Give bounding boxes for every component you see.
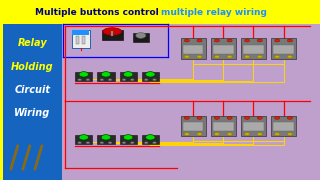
Text: multiple relay wiring: multiple relay wiring [161, 8, 267, 17]
FancyBboxPatch shape [102, 30, 123, 40]
FancyBboxPatch shape [241, 38, 266, 59]
Circle shape [227, 133, 232, 136]
Circle shape [153, 79, 156, 81]
Circle shape [287, 133, 292, 136]
Circle shape [144, 142, 148, 144]
FancyBboxPatch shape [180, 38, 206, 59]
Circle shape [108, 79, 112, 81]
FancyBboxPatch shape [271, 116, 296, 136]
Circle shape [184, 39, 189, 42]
Text: Relay: Relay [17, 38, 47, 48]
Circle shape [257, 116, 262, 119]
Circle shape [86, 79, 90, 81]
Circle shape [146, 135, 155, 140]
Circle shape [257, 39, 262, 42]
Text: Multiple buttons control: Multiple buttons control [35, 8, 161, 17]
Circle shape [244, 39, 250, 42]
Ellipse shape [103, 28, 122, 35]
Circle shape [197, 116, 202, 119]
Circle shape [78, 79, 82, 81]
Circle shape [101, 72, 111, 77]
FancyBboxPatch shape [142, 135, 159, 144]
FancyBboxPatch shape [180, 116, 206, 136]
FancyBboxPatch shape [211, 116, 236, 136]
Circle shape [214, 116, 220, 119]
Circle shape [124, 72, 133, 77]
FancyBboxPatch shape [61, 24, 320, 180]
FancyBboxPatch shape [120, 72, 137, 81]
Circle shape [227, 39, 232, 42]
FancyBboxPatch shape [213, 45, 234, 54]
Circle shape [130, 79, 134, 81]
Circle shape [130, 142, 134, 144]
FancyBboxPatch shape [271, 38, 296, 59]
FancyBboxPatch shape [211, 38, 236, 59]
Circle shape [287, 55, 292, 58]
Text: Wiring: Wiring [14, 108, 50, 118]
FancyBboxPatch shape [75, 135, 92, 144]
Circle shape [78, 142, 82, 144]
Circle shape [275, 116, 280, 119]
Circle shape [214, 55, 220, 58]
Circle shape [144, 79, 148, 81]
Circle shape [136, 33, 146, 38]
FancyBboxPatch shape [82, 36, 85, 44]
Circle shape [257, 133, 262, 136]
Circle shape [214, 39, 220, 42]
FancyBboxPatch shape [273, 45, 294, 54]
Circle shape [275, 39, 280, 42]
Circle shape [244, 116, 250, 119]
Circle shape [197, 39, 202, 42]
FancyBboxPatch shape [3, 0, 320, 24]
FancyBboxPatch shape [120, 135, 137, 144]
FancyBboxPatch shape [73, 30, 89, 35]
Circle shape [101, 135, 111, 140]
Circle shape [227, 116, 232, 119]
Circle shape [227, 55, 232, 58]
FancyBboxPatch shape [76, 36, 79, 44]
Circle shape [146, 72, 155, 77]
Text: Holding: Holding [11, 62, 53, 72]
Circle shape [197, 133, 202, 136]
FancyBboxPatch shape [213, 122, 234, 131]
FancyBboxPatch shape [241, 116, 266, 136]
FancyBboxPatch shape [72, 30, 90, 48]
Circle shape [108, 142, 112, 144]
FancyBboxPatch shape [3, 24, 61, 180]
Circle shape [122, 142, 126, 144]
FancyBboxPatch shape [273, 122, 294, 131]
FancyBboxPatch shape [183, 122, 204, 131]
FancyBboxPatch shape [243, 122, 264, 131]
FancyBboxPatch shape [243, 45, 264, 54]
Circle shape [244, 55, 250, 58]
Circle shape [79, 135, 89, 140]
Circle shape [184, 133, 189, 136]
Circle shape [275, 133, 280, 136]
Circle shape [184, 116, 189, 119]
FancyBboxPatch shape [132, 33, 149, 42]
Circle shape [214, 133, 220, 136]
Circle shape [287, 116, 292, 119]
Circle shape [100, 142, 104, 144]
Circle shape [79, 72, 89, 77]
FancyBboxPatch shape [142, 72, 159, 81]
Circle shape [122, 79, 126, 81]
Text: Circuit: Circuit [14, 85, 50, 95]
Circle shape [100, 79, 104, 81]
FancyBboxPatch shape [75, 72, 92, 81]
Circle shape [257, 55, 262, 58]
Circle shape [287, 39, 292, 42]
Circle shape [153, 142, 156, 144]
Circle shape [86, 142, 90, 144]
FancyBboxPatch shape [183, 45, 204, 54]
Circle shape [184, 55, 189, 58]
FancyBboxPatch shape [97, 72, 115, 81]
FancyBboxPatch shape [97, 135, 115, 144]
Circle shape [197, 55, 202, 58]
Circle shape [124, 135, 133, 140]
Circle shape [275, 55, 280, 58]
Circle shape [244, 133, 250, 136]
